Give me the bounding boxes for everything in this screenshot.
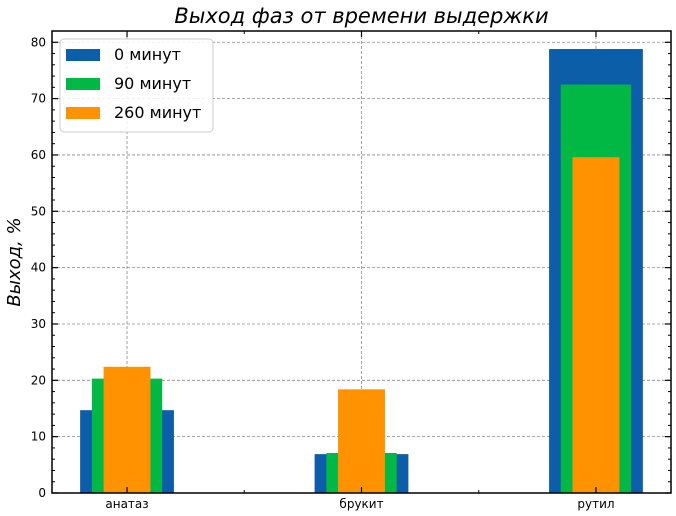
bar-3-рутил xyxy=(572,157,620,493)
y-tick-label: 50 xyxy=(31,204,46,218)
legend-swatch xyxy=(66,107,100,119)
bar-3-брукит xyxy=(338,389,385,493)
legend-label: 260 минут xyxy=(114,103,201,122)
y-tick-label: 30 xyxy=(31,317,46,331)
x-tick-label: рутил xyxy=(577,497,614,511)
y-tick-label: 0 xyxy=(38,486,46,500)
y-tick-label: 20 xyxy=(31,373,46,387)
y-tick-label: 10 xyxy=(31,430,46,444)
axis-ticks: 0 10 20 30 40 50 60 70 80 анатаз брукит рутил xyxy=(31,30,671,511)
x-tick-label: брукит xyxy=(339,497,383,511)
x-tick-label: анатаз xyxy=(105,497,148,511)
legend-swatch xyxy=(66,78,100,90)
y-tick-label: 60 xyxy=(31,148,46,162)
y-tick-label: 70 xyxy=(31,92,46,106)
chart-title: Выход фаз от времени выдержки xyxy=(174,4,548,28)
y-tick-label: 80 xyxy=(31,35,46,49)
legend-swatch xyxy=(66,49,100,61)
legend: 0 минут 90 минут 260 минут xyxy=(59,38,214,133)
bars xyxy=(80,49,643,494)
legend-label: 0 минут xyxy=(114,45,181,64)
y-axis-label: Выход, % xyxy=(4,217,25,306)
y-tick-label: 40 xyxy=(31,261,46,275)
legend-label: 90 минут xyxy=(114,74,191,93)
bar-3-анатаз xyxy=(103,366,151,493)
